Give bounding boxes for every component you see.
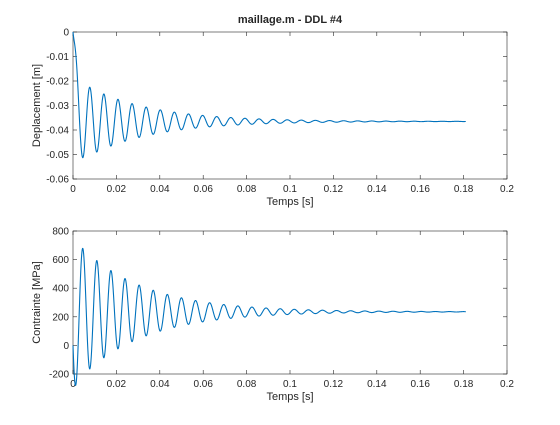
displacement-x-tick-label: 0.04 <box>150 184 170 195</box>
displacement-plot: 0 0.02 0.04 0.06 0.08 0.1 0.12 0.14 0.16 0.18 0.2 -… <box>31 14 514 208</box>
stress-x-tick-label: 0.02 <box>107 379 127 390</box>
stress-x-tick-label: 0 <box>70 379 76 390</box>
displacement-y-tick-label: -0.06 <box>46 175 69 186</box>
displacement-axes-box <box>72 31 508 180</box>
displacement-chart-title: maillage.m - DDL #4 <box>238 14 343 26</box>
displacement-y-tick-label: -0.03 <box>46 101 69 112</box>
stress-x-tick-label: 0.1 <box>283 379 297 390</box>
displacement-y-tick-label: -0.02 <box>46 77 69 88</box>
displacement-x-tick-label: 0.12 <box>324 184 344 195</box>
stress-plot: 0 0.02 0.04 0.06 0.08 0.1 0.12 0.14 0.16 0.18 0.2 -… <box>31 227 514 404</box>
displacement-y-axis-label: Deplacement [m] <box>31 64 43 147</box>
displacement-x-tick-label: 0.1 <box>283 184 297 195</box>
displacement-y-tick-label: -0.01 <box>46 52 69 63</box>
displacement-y-tick-label: -0.04 <box>46 126 69 137</box>
displacement-x-tick-label: 0.18 <box>454 184 474 195</box>
displacement-y-tick-label: -0.05 <box>46 150 69 161</box>
stress-y-tick-label: 200 <box>52 312 69 323</box>
displacement-y-tick-label: 0 <box>63 28 69 39</box>
displacement-x-tick-label: 0.14 <box>367 184 387 195</box>
stress-y-tick-label: 800 <box>52 227 69 238</box>
stress-y-tick-label: -200 <box>49 370 69 381</box>
stress-y-axis-label: Contrainte [MPa] <box>31 261 43 344</box>
displacement-x-tick-label: 0.08 <box>237 184 257 195</box>
displacement-x-tick-label: 0.02 <box>107 184 127 195</box>
stress-axes-box <box>72 230 508 375</box>
stress-x-tick-label: 0.2 <box>500 379 514 390</box>
stress-x-tick-label: 0.04 <box>150 379 170 390</box>
stress-x-tick-label: 0.08 <box>237 379 257 390</box>
displacement-series-line <box>72 31 467 159</box>
stress-y-tick-label: 400 <box>52 284 69 295</box>
stress-x-tick-label: 0.06 <box>193 379 213 390</box>
displacement-x-tick-label: 0.16 <box>410 184 430 195</box>
stress-series-line <box>72 247 467 387</box>
stress-y-tick-label: 0 <box>63 341 69 352</box>
stress-x-axis-label: Temps [s] <box>266 391 313 403</box>
stress-x-tick-label: 0.16 <box>410 379 430 390</box>
displacement-x-tick-label: 0 <box>70 184 76 195</box>
stress-y-tick-label: 600 <box>52 255 69 266</box>
stress-x-tick-label: 0.12 <box>324 379 344 390</box>
stress-x-tick-label: 0.18 <box>454 379 474 390</box>
displacement-x-tick-label: 0.2 <box>500 184 514 195</box>
stress-x-tick-label: 0.14 <box>367 379 387 390</box>
displacement-x-axis-label: Temps [s] <box>266 196 313 208</box>
displacement-x-tick-label: 0.06 <box>193 184 213 195</box>
